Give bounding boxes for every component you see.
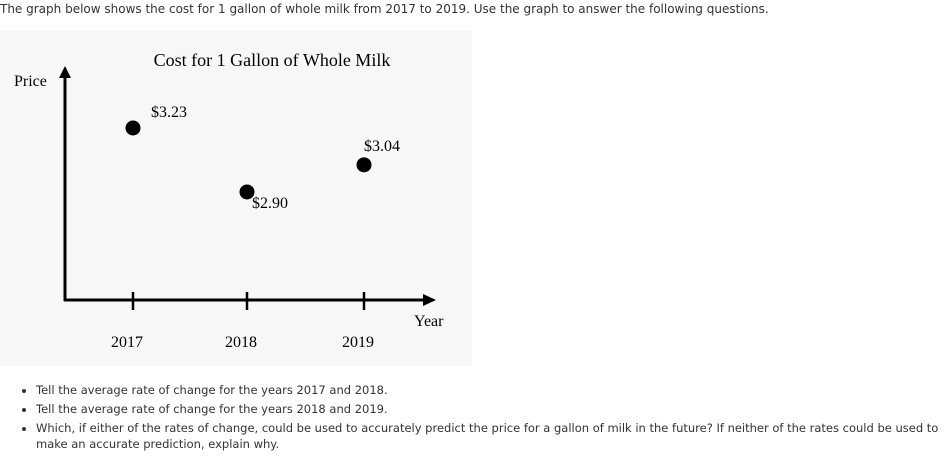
- chart-title: Cost for 1 Gallon of Whole Milk: [154, 50, 391, 70]
- question-item: Tell the average rate of change for the …: [36, 382, 945, 398]
- x-tick-label: 2018: [225, 334, 257, 351]
- x-axis-label: Year: [414, 313, 444, 330]
- question-item: Tell the average rate of change for the …: [36, 401, 945, 417]
- milk-price-chart: Cost for 1 Gallon of Whole Milk Price Ye…: [14, 50, 444, 351]
- x-axis-arrow-icon: [423, 294, 436, 306]
- data-point: [239, 184, 255, 200]
- data-label: $2.90: [252, 195, 288, 212]
- data-label: $3.04: [364, 138, 400, 155]
- data-point: [356, 157, 372, 173]
- y-axis-label: Price: [14, 73, 47, 90]
- questions-list: Tell the average rate of change for the …: [18, 382, 945, 455]
- chart-figure: Cost for 1 Gallon of Whole Milk Price Ye…: [0, 30, 472, 366]
- y-axis-arrow-icon: [59, 66, 71, 78]
- intro-text: The graph below shows the cost for 1 gal…: [0, 2, 769, 16]
- data-point: [125, 120, 141, 136]
- data-label: $3.23: [151, 104, 187, 121]
- question-item: Which, if either of the rates of change,…: [36, 420, 945, 452]
- x-tick-label: 2019: [342, 334, 374, 351]
- x-tick-label: 2017: [111, 334, 143, 351]
